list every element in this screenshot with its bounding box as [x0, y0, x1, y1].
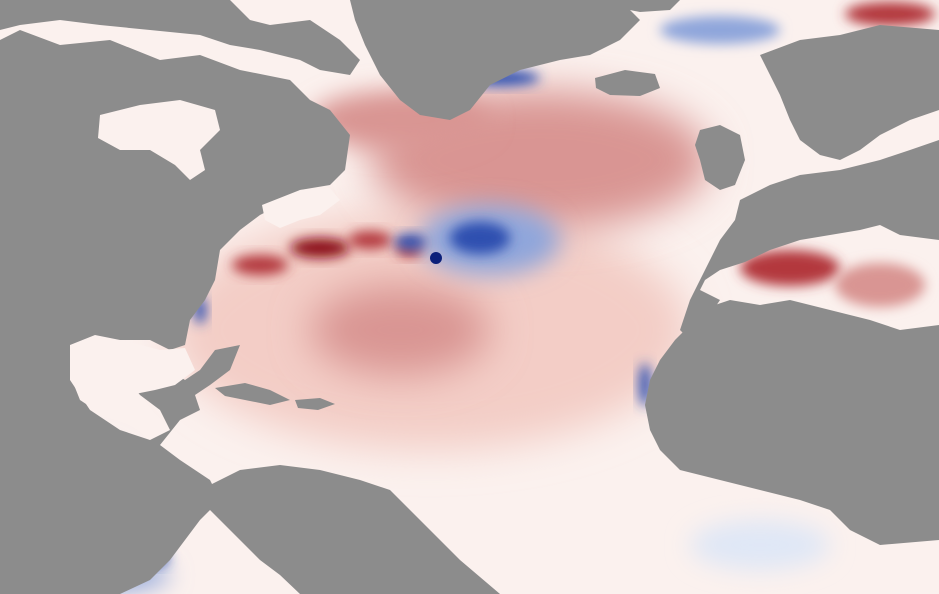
warm-anomaly-sargasso: [310, 285, 490, 375]
warm-anomaly-mediterranean-east: [835, 263, 925, 307]
warm-anomaly-mediterranean-west: [740, 250, 840, 286]
water-gulf-st-lawrence: [262, 188, 340, 228]
land-north-america: [0, 30, 350, 594]
land-scandinavia: [760, 25, 939, 160]
warm-anomaly-gulf-stream-3: [348, 231, 392, 249]
land-iceland: [595, 70, 660, 96]
cool-anomaly-south-atlantic: [690, 520, 830, 570]
cool-anomaly-svalbard: [660, 16, 780, 44]
water-gulf-of-mexico: [72, 338, 195, 410]
land-africa: [645, 300, 939, 545]
water-hudson-bay: [98, 100, 220, 180]
globe-bottom-edge: [285, 580, 515, 594]
cool-anomaly-newfoundland: [394, 234, 426, 250]
land-british-isles: [695, 125, 745, 190]
land-svalbard: [610, 0, 680, 12]
land-greenland: [350, 0, 640, 120]
warm-anomaly-barents: [845, 2, 935, 26]
land-hispaniola: [295, 398, 335, 410]
warm-anomaly-gulf-stream-2: [290, 238, 350, 258]
land-canadian-arctic: [0, 0, 360, 75]
land-europe: [680, 140, 939, 340]
cool-anomaly-spot: [430, 252, 442, 264]
land-cuba: [215, 383, 290, 405]
land-south-america: [200, 465, 500, 594]
warm-anomaly-gulf-stream-1: [232, 255, 288, 275]
cool-anomaly-mid-atlantic-core: [450, 222, 510, 254]
